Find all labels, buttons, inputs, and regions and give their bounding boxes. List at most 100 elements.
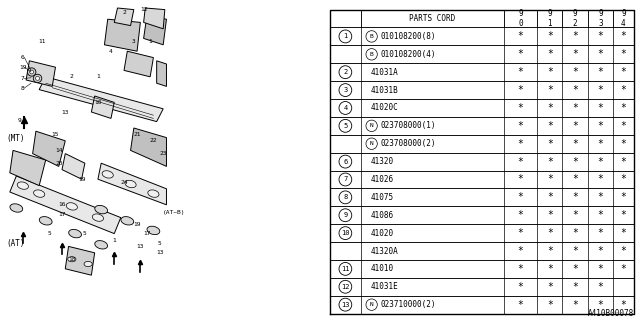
Text: *: * (572, 49, 578, 59)
Ellipse shape (102, 171, 113, 178)
Text: 11: 11 (38, 39, 46, 44)
Text: *: * (620, 49, 627, 59)
Text: *: * (620, 228, 627, 238)
Text: 19: 19 (19, 65, 27, 70)
Text: *: * (598, 121, 604, 131)
Text: 18: 18 (68, 257, 76, 262)
Polygon shape (104, 19, 140, 51)
Text: 13: 13 (156, 250, 164, 255)
Polygon shape (65, 246, 95, 275)
Text: *: * (620, 121, 627, 131)
Text: 12: 12 (140, 7, 147, 12)
Text: *: * (518, 246, 524, 256)
Text: *: * (598, 192, 604, 202)
Text: *: * (547, 210, 553, 220)
Ellipse shape (147, 226, 160, 235)
Text: 8: 8 (343, 194, 348, 200)
Text: 9
2: 9 2 (573, 9, 577, 28)
Polygon shape (39, 77, 163, 122)
Text: 9: 9 (343, 212, 348, 218)
Text: *: * (598, 282, 604, 292)
Text: 5: 5 (158, 241, 162, 246)
Text: *: * (572, 246, 578, 256)
Text: *: * (547, 31, 553, 41)
Text: *: * (598, 300, 604, 310)
Text: 023708000(1): 023708000(1) (380, 121, 436, 130)
Text: *: * (518, 228, 524, 238)
Text: *: * (547, 103, 553, 113)
Text: 41031B: 41031B (371, 85, 399, 95)
Text: *: * (547, 192, 553, 202)
Ellipse shape (33, 190, 45, 197)
Text: *: * (518, 85, 524, 95)
Polygon shape (62, 154, 85, 179)
Text: *: * (620, 31, 627, 41)
Text: *: * (620, 300, 627, 310)
Text: *: * (572, 31, 578, 41)
Text: (AT~B): (AT~B) (163, 211, 186, 215)
Text: 010108200(8): 010108200(8) (380, 32, 436, 41)
Text: 010108200(4): 010108200(4) (380, 50, 436, 59)
Circle shape (36, 76, 40, 80)
Text: 9: 9 (18, 117, 22, 123)
Text: *: * (518, 192, 524, 202)
Text: N: N (370, 123, 374, 128)
Text: *: * (547, 139, 553, 149)
Text: 21: 21 (133, 132, 141, 137)
Text: 41320: 41320 (371, 157, 394, 166)
Text: 1: 1 (96, 74, 100, 79)
Text: 41320A: 41320A (371, 246, 399, 255)
Text: 2: 2 (343, 69, 348, 75)
Text: *: * (572, 121, 578, 131)
Text: 17: 17 (58, 212, 66, 217)
Text: 3: 3 (132, 39, 136, 44)
Text: 1: 1 (148, 39, 152, 44)
Text: 22: 22 (150, 138, 157, 143)
Text: B: B (370, 34, 374, 39)
Text: 19: 19 (133, 221, 141, 227)
Text: 8: 8 (21, 85, 25, 91)
Text: N: N (370, 302, 374, 307)
Text: *: * (620, 192, 627, 202)
Text: *: * (620, 67, 627, 77)
Polygon shape (143, 16, 166, 45)
Text: *: * (547, 85, 553, 95)
Polygon shape (114, 8, 134, 26)
Ellipse shape (84, 261, 92, 267)
Text: 4: 4 (343, 105, 348, 111)
Text: 10: 10 (341, 230, 349, 236)
Text: *: * (547, 49, 553, 59)
Text: (MT): (MT) (6, 134, 25, 143)
Text: 24: 24 (120, 180, 128, 185)
Text: 6: 6 (21, 55, 25, 60)
Polygon shape (26, 61, 56, 86)
Text: *: * (598, 139, 604, 149)
Text: 41031E: 41031E (371, 282, 399, 291)
Polygon shape (10, 150, 45, 186)
Text: *: * (547, 300, 553, 310)
Text: *: * (518, 210, 524, 220)
Text: 41075: 41075 (371, 193, 394, 202)
Text: *: * (620, 85, 627, 95)
Ellipse shape (68, 257, 76, 262)
Text: *: * (572, 264, 578, 274)
Text: 41010: 41010 (371, 264, 394, 273)
Ellipse shape (39, 217, 52, 225)
Text: 7: 7 (21, 76, 25, 81)
Text: 4: 4 (109, 49, 113, 54)
Text: *: * (518, 49, 524, 59)
Text: *: * (518, 121, 524, 131)
Text: *: * (518, 264, 524, 274)
Text: 1: 1 (343, 33, 348, 39)
Text: 23: 23 (159, 151, 167, 156)
Text: *: * (598, 85, 604, 95)
Text: 41020: 41020 (371, 228, 394, 238)
Text: N: N (370, 141, 374, 146)
Text: *: * (547, 121, 553, 131)
Text: *: * (598, 246, 604, 256)
Text: *: * (518, 103, 524, 113)
Text: 3: 3 (343, 87, 348, 93)
Polygon shape (92, 96, 114, 118)
Text: 7: 7 (343, 177, 348, 182)
Text: *: * (572, 85, 578, 95)
